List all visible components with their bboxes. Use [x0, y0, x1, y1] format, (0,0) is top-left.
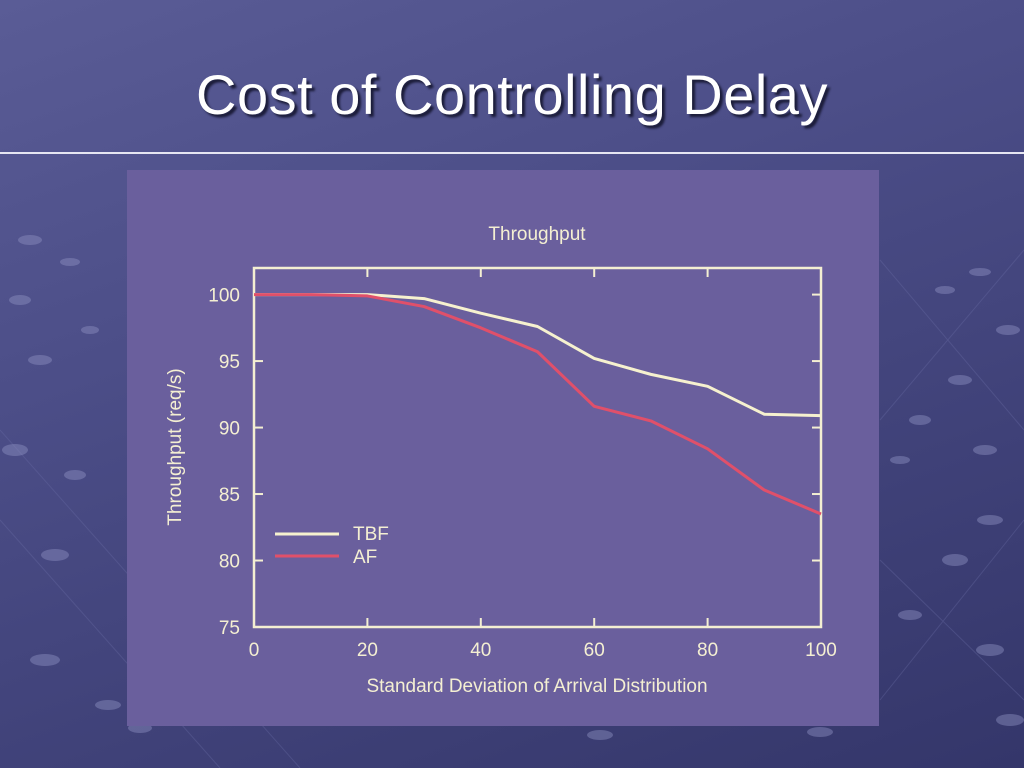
legend-label-tbf: TBF	[353, 524, 389, 545]
y-axis-label: Throughput (req/s)	[165, 368, 186, 525]
x-axis-label: Standard Deviation of Arrival Distributi…	[366, 676, 707, 697]
title-divider	[0, 152, 1024, 154]
throughput-chart: Throughput 0 20 40 60 80 100 75 80 85 90 95 100 TBF…	[165, 224, 837, 697]
x-tick-label: 80	[697, 640, 718, 661]
x-tick-label: 20	[357, 640, 378, 661]
series-line-af	[254, 293, 822, 516]
series-line-tbf	[254, 293, 822, 418]
y-tick-label: 90	[219, 419, 240, 440]
chart-title: Throughput	[488, 224, 586, 245]
x-tick-label: 100	[805, 640, 837, 661]
x-tick-label: 40	[470, 640, 491, 661]
slide-title: Cost of Controlling Delay	[196, 63, 828, 126]
y-tick-label: 75	[219, 618, 240, 639]
legend-label-af: AF	[353, 547, 377, 568]
chart-panel: Throughput 0 20 40 60 80 100 75 80 85 90 95 100 TBF…	[127, 170, 879, 726]
y-tick-label: 100	[208, 286, 240, 307]
x-tick-label: 60	[584, 640, 605, 661]
y-tick-label: 80	[219, 552, 240, 573]
y-tick-label: 85	[219, 485, 240, 506]
axis-ticks: 0 20 40 60 80 100 75 80 85 90 95 100	[208, 268, 837, 661]
x-tick-label: 0	[249, 640, 260, 661]
y-tick-label: 95	[219, 352, 240, 373]
legend: TBF AF	[275, 524, 389, 568]
plot-frame	[252, 266, 823, 629]
series-lines	[254, 293, 822, 516]
